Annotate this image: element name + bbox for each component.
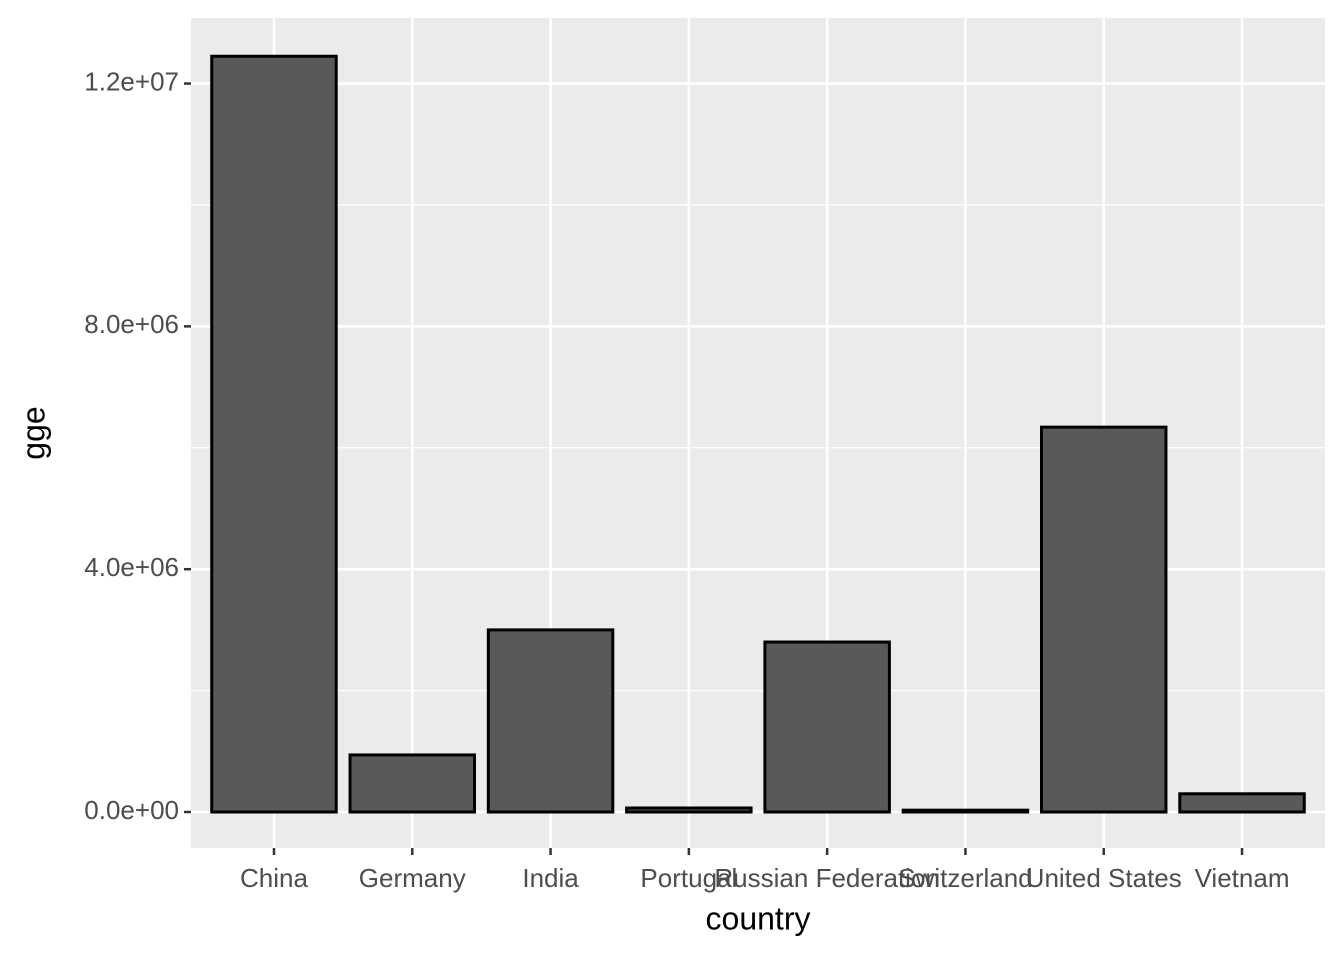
bar xyxy=(1178,792,1306,814)
bar xyxy=(625,806,753,814)
bar xyxy=(901,808,1030,814)
x-tick-label: Portugal xyxy=(640,863,737,893)
y-tick-label: 8.0e+06 xyxy=(84,309,179,339)
bar xyxy=(348,753,477,814)
x-tick-label: China xyxy=(240,863,308,893)
bar xyxy=(1040,425,1168,814)
x-axis-title: country xyxy=(706,900,811,936)
x-tick-label: United States xyxy=(1026,863,1182,893)
x-tick-label: Russian Federation xyxy=(714,863,939,893)
bar xyxy=(486,628,615,814)
bar xyxy=(210,54,338,814)
y-axis-title: gge xyxy=(15,406,51,459)
x-tick-label: India xyxy=(522,863,579,893)
x-tick-label: Switzerland xyxy=(898,863,1032,893)
y-tick-label: 0.0e+00 xyxy=(84,795,179,825)
x-tick-label: Vietnam xyxy=(1195,863,1290,893)
x-tick-label: Germany xyxy=(359,863,466,893)
bar xyxy=(763,640,891,814)
y-tick-label: 1.2e+07 xyxy=(84,66,179,96)
y-tick-label: 4.0e+06 xyxy=(84,552,179,582)
